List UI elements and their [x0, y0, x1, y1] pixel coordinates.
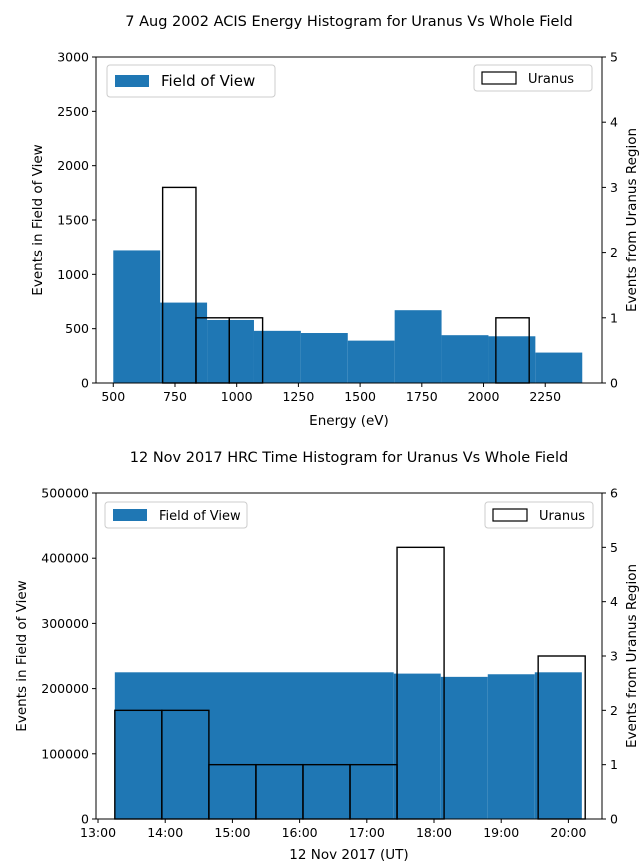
y-tick-label: 2000	[57, 158, 89, 173]
y-tick-label: 300000	[41, 616, 89, 631]
x-tick-label: 16:00	[282, 825, 318, 840]
fov-bar	[534, 672, 582, 819]
x-tick-label: 2000	[468, 389, 500, 404]
chart-panel-1: 7 Aug 2002 ACIS Energy Histogram for Ura…	[30, 14, 640, 429]
legend-field-of-view: Field of View	[106, 64, 276, 98]
fov-bar	[487, 674, 535, 819]
x-tick-label: 1000	[221, 389, 253, 404]
y-right-tick-label: 0	[610, 376, 618, 391]
fov-bar	[207, 319, 254, 383]
legend-label: Uranus	[528, 72, 574, 87]
chart-panel-2: 12 Nov 2017 HRC Time Histogram for Uranu…	[14, 450, 640, 863]
y-right-tick-label: 3	[610, 649, 618, 664]
y-right-tick-label: 4	[610, 594, 618, 609]
y-tick-label: 0	[81, 376, 89, 391]
legend-label: Field of View	[159, 509, 241, 524]
legend-swatch	[115, 75, 149, 87]
y-right-tick-label: 1	[610, 757, 618, 772]
fov-bar	[440, 676, 488, 819]
x-tick-label: 15:00	[214, 825, 250, 840]
y-tick-label: 1500	[57, 213, 89, 228]
x-tick-label: 1500	[344, 389, 376, 404]
y-axis-label: Events in Field of View	[30, 144, 46, 295]
x-tick-label: 2250	[529, 389, 561, 404]
fov-bar	[535, 352, 583, 383]
x-tick-label: 13:00	[80, 825, 116, 840]
y-right-tick-label: 3	[610, 180, 618, 195]
y-right-axis-label: Events from Uranus Region	[624, 128, 640, 312]
chart-title: 12 Nov 2017 HRC Time Histogram for Uranu…	[130, 450, 568, 466]
fov-bar	[253, 330, 301, 383]
legend-uranus: Uranus	[484, 501, 594, 529]
fov-bar	[347, 340, 395, 383]
fov-bar	[114, 672, 394, 819]
x-tick-label: 14:00	[147, 825, 183, 840]
y-tick-label: 400000	[41, 551, 89, 566]
y-right-tick-label: 4	[610, 115, 618, 130]
y-right-tick-label: 5	[610, 540, 618, 555]
y-tick-label: 1000	[57, 267, 89, 282]
legend-swatch	[492, 508, 528, 522]
x-tick-label: 750	[163, 389, 187, 404]
fov-bar	[441, 335, 489, 383]
y-tick-label: 0	[81, 812, 89, 827]
x-tick-label: 1750	[406, 389, 438, 404]
y-right-tick-label: 0	[610, 812, 618, 827]
legend-swatch	[113, 509, 147, 521]
y-tick-label: 2500	[57, 104, 89, 119]
x-tick-label: 18:00	[416, 825, 452, 840]
fov-bar	[393, 673, 441, 819]
x-tick-label: 500	[101, 389, 125, 404]
legend-field-of-view: Field of View	[104, 501, 248, 529]
series-field-of-view	[114, 672, 582, 819]
legend-box	[106, 64, 276, 98]
y-tick-label: 200000	[41, 681, 89, 696]
x-tick-label: 19:00	[483, 825, 519, 840]
x-tick-label: 17:00	[349, 825, 385, 840]
x-tick-label: 1250	[282, 389, 314, 404]
y-tick-label: 500000	[41, 486, 89, 501]
x-axis-label: 12 Nov 2017 (UT)	[289, 847, 408, 863]
y-right-tick-label: 2	[610, 703, 618, 718]
fov-bar	[300, 333, 348, 383]
legend-box	[104, 501, 248, 529]
x-axis-label: Energy (eV)	[309, 413, 389, 429]
y-right-tick-label: 5	[610, 50, 618, 65]
legend-uranus: Uranus	[473, 64, 593, 92]
y-right-axis-label: Events from Uranus Region	[624, 564, 640, 748]
x-tick-label: 20:00	[550, 825, 586, 840]
fov-bar	[160, 302, 208, 383]
legend-swatch	[481, 71, 517, 85]
y-right-tick-label: 2	[610, 245, 618, 260]
legend-label: Uranus	[539, 509, 585, 524]
series-field-of-view	[113, 250, 583, 383]
y-tick-label: 100000	[41, 746, 89, 761]
fov-bar	[113, 250, 161, 383]
fov-bar	[394, 310, 442, 383]
y-axis-label: Events in Field of View	[14, 580, 30, 731]
y-tick-label: 3000	[57, 50, 89, 65]
y-tick-label: 500	[65, 321, 89, 336]
legend-label: Field of View	[161, 72, 255, 90]
y-right-tick-label: 6	[610, 486, 618, 501]
y-right-tick-label: 1	[610, 310, 618, 325]
chart-title: 7 Aug 2002 ACIS Energy Histogram for Ura…	[125, 14, 572, 30]
